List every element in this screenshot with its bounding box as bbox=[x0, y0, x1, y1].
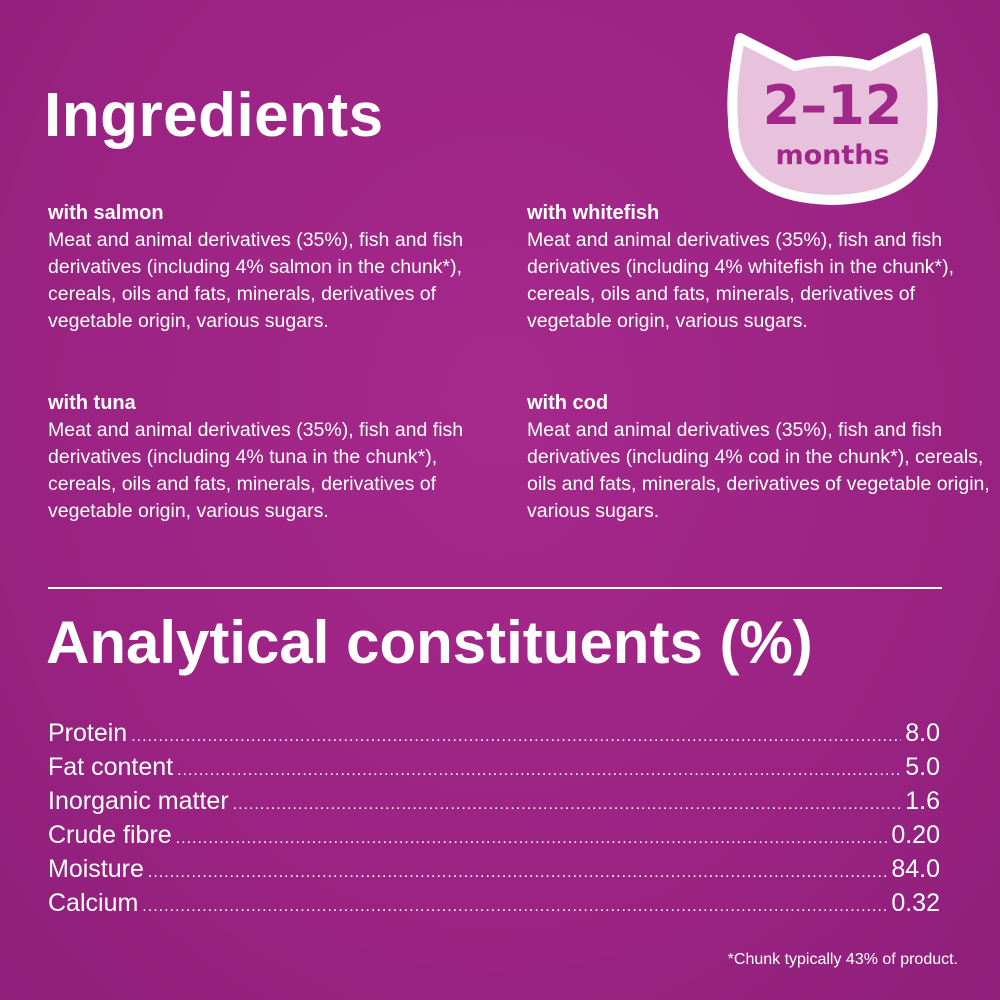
ingredient-title: with tuna bbox=[48, 392, 136, 414]
dot-leader: ........................................… bbox=[131, 728, 902, 745]
dot-leader: ........................................… bbox=[232, 796, 902, 813]
constituent-value: 1.6 bbox=[905, 787, 940, 815]
constituent-row: Fat content.............................… bbox=[48, 750, 940, 784]
constituent-row: Calcium.................................… bbox=[48, 886, 940, 920]
ingredient-text: Meat and animal derivatives (35%), fish … bbox=[48, 419, 464, 522]
constituent-label: Calcium bbox=[48, 889, 139, 917]
ingredient-text: Meat and animal derivatives (35%), fish … bbox=[527, 229, 955, 332]
constituent-row: Inorganic matter........................… bbox=[48, 784, 940, 818]
constituent-value: 0.32 bbox=[891, 889, 940, 917]
constituent-row: Crude fibre.............................… bbox=[48, 818, 940, 852]
ingredient-tuna: with tuna Meat and animal derivatives (3… bbox=[48, 390, 508, 525]
constituent-row: Moisture................................… bbox=[48, 852, 940, 886]
constituent-row: Protein.................................… bbox=[48, 716, 940, 750]
dot-leader: ........................................… bbox=[175, 830, 888, 847]
age-badge: 2–12 months bbox=[720, 28, 945, 208]
constituent-label: Fat content bbox=[48, 753, 174, 781]
constituent-value: 84.0 bbox=[891, 855, 940, 883]
ingredient-text: Meat and animal derivatives (35%), fish … bbox=[48, 229, 464, 332]
divider bbox=[48, 587, 942, 589]
ingredient-title: with cod bbox=[527, 392, 609, 414]
constituents-list: Protein.................................… bbox=[48, 716, 940, 920]
constituent-label: Moisture bbox=[48, 855, 144, 883]
ingredients-title: Ingredients bbox=[44, 81, 384, 150]
dot-leader: ........................................… bbox=[142, 898, 888, 915]
constituent-label: Inorganic matter bbox=[48, 787, 229, 815]
constituent-value: 5.0 bbox=[905, 753, 940, 781]
footnote: *Chunk typically 43% of product. bbox=[727, 951, 958, 968]
ingredient-title: with whitefish bbox=[527, 202, 660, 224]
constituent-label: Crude fibre bbox=[48, 821, 172, 849]
dot-leader: ........................................… bbox=[177, 762, 902, 779]
badge-unit: months bbox=[775, 140, 890, 171]
ingredient-cod: with cod Meat and animal derivatives (35… bbox=[527, 390, 995, 525]
analytical-title: Analytical constituents (%) bbox=[46, 609, 813, 676]
ingredient-text: Meat and animal derivatives (35%), fish … bbox=[527, 419, 990, 522]
cat-head-icon bbox=[727, 33, 938, 205]
badge-range: 2–12 bbox=[762, 74, 903, 137]
constituent-value: 8.0 bbox=[905, 719, 940, 747]
dot-leader: ........................................… bbox=[147, 864, 888, 881]
ingredient-title: with salmon bbox=[48, 202, 164, 224]
ingredient-salmon: with salmon Meat and animal derivatives … bbox=[48, 200, 508, 335]
constituent-value: 0.20 bbox=[891, 821, 940, 849]
constituent-label: Protein bbox=[48, 719, 128, 747]
ingredient-whitefish: with whitefish Meat and animal derivativ… bbox=[527, 200, 995, 335]
